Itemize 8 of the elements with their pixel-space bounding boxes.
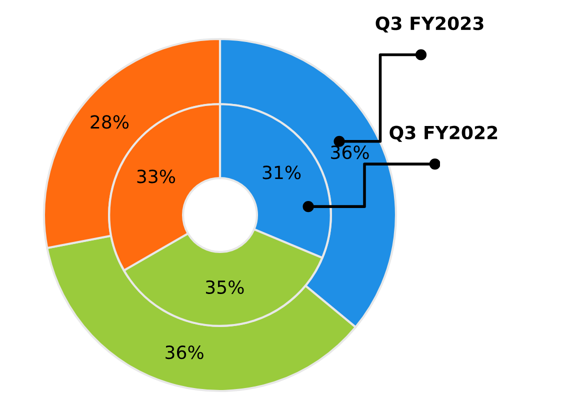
slice-label: Q3 FY2023	[376, 16, 484, 33]
data-label: 28%	[90, 115, 129, 129]
data-label: 33%	[137, 170, 176, 184]
data-label: 31%	[262, 166, 301, 180]
slice-label: Q3 FY2022	[390, 126, 498, 142]
data-label: 35%	[206, 280, 244, 294]
data-label: 36%	[331, 146, 369, 160]
data-label: 36%	[166, 346, 204, 360]
